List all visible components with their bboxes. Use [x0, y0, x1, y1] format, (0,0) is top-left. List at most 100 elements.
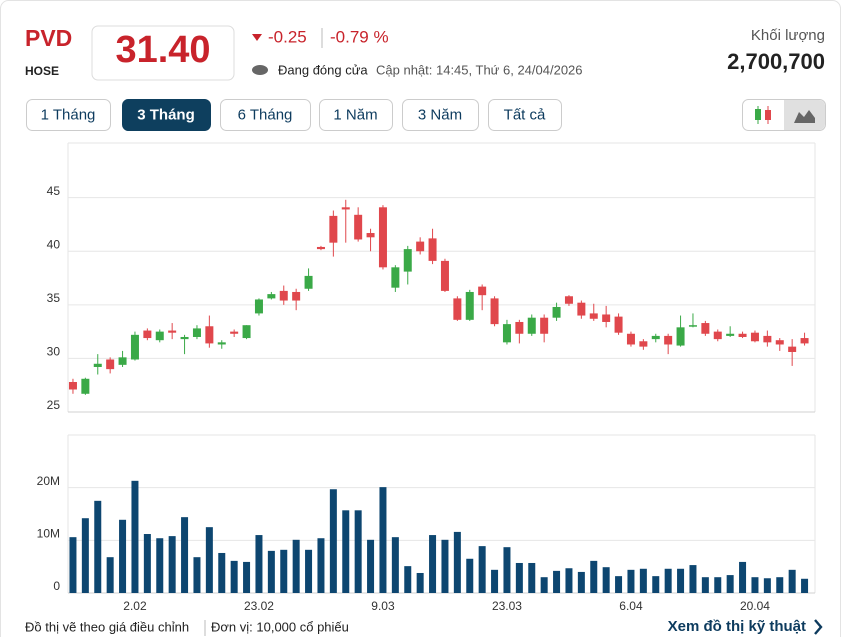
chart-type-toggle[interactable] — [742, 99, 826, 131]
candle-body — [279, 290, 288, 301]
volume-bar — [739, 561, 747, 593]
volume-bar — [342, 510, 350, 593]
volume-bar — [503, 547, 511, 593]
y-tick-label: 45 — [47, 184, 61, 198]
volume-bar — [701, 577, 709, 593]
button-frame — [122, 99, 211, 131]
volume-bar — [801, 578, 809, 593]
volume-bar — [689, 565, 697, 593]
volume-bar — [218, 552, 226, 593]
candle-body — [242, 325, 251, 339]
candle-body — [552, 306, 561, 318]
updated: Cập nhật: 14:45, Thứ 6, 24/04/2026 — [376, 62, 583, 77]
candle-body — [502, 324, 511, 343]
volume-bar — [143, 534, 151, 593]
candle-body — [540, 317, 549, 334]
button-frame — [319, 99, 393, 131]
volume: 2,700,700 — [727, 49, 825, 74]
candle-body — [155, 331, 164, 341]
candle-body — [106, 359, 115, 370]
button-label[interactable]: 3 Năm — [418, 106, 462, 123]
y-tick-label: 20M — [37, 474, 60, 488]
range-button[interactable]: 1 Năm — [319, 99, 393, 131]
candle-body — [701, 323, 710, 334]
volume-bar — [168, 536, 176, 593]
range-button[interactable]: Tất cả — [488, 99, 562, 131]
volume-bar — [119, 519, 127, 593]
range-button[interactable]: 1 Tháng — [26, 99, 111, 131]
volume-bar — [776, 577, 784, 593]
volume-bar — [726, 575, 734, 593]
volume-bar — [553, 570, 561, 593]
volume-bar — [106, 557, 114, 593]
range-button[interactable]: 6 Tháng — [220, 99, 311, 131]
volume-bar — [664, 568, 672, 593]
volume-bar — [193, 557, 201, 593]
volume-bar — [305, 549, 313, 593]
range-button[interactable]: 3 Năm — [402, 99, 479, 131]
volume-bar — [429, 535, 437, 593]
candle-body — [180, 336, 189, 340]
toggle-active — [784, 100, 825, 130]
candle-body — [130, 334, 139, 360]
price: 31.40 — [115, 29, 210, 71]
volume-bar — [540, 577, 548, 593]
candle-body — [453, 298, 462, 320]
change-percent: -0.79 % — [330, 27, 389, 46]
volume-bar — [205, 527, 213, 593]
volume-bar — [367, 539, 375, 593]
volume-bar — [329, 489, 337, 593]
candle-body — [788, 346, 797, 352]
down-arrow — [252, 34, 262, 41]
button-frame — [488, 99, 562, 131]
candle-body — [688, 325, 697, 327]
volume-bar — [317, 538, 325, 593]
volume-bar — [441, 539, 449, 593]
volume-bar — [404, 566, 412, 593]
candle-body — [205, 326, 214, 344]
volume-bar — [763, 578, 771, 593]
y-tick-label: 10M — [37, 527, 60, 541]
candle-body — [478, 286, 487, 296]
volume-bar — [156, 538, 164, 593]
volume-bar — [280, 549, 288, 593]
candle-body — [118, 357, 127, 365]
candle-body — [68, 381, 77, 390]
candle-body — [602, 314, 611, 322]
volume-bar — [615, 576, 623, 593]
candle-body — [403, 249, 412, 272]
candle-body — [726, 333, 735, 336]
volume-bar — [639, 568, 647, 593]
chevron[interactable] — [814, 619, 823, 635]
icon-candle — [765, 110, 771, 120]
volume-bar — [69, 537, 77, 593]
button-label[interactable]: 3 Tháng — [137, 106, 195, 123]
range-button[interactable]: 3 Tháng — [122, 99, 211, 131]
button-label[interactable]: Tất cả — [504, 106, 546, 123]
icon-area — [794, 110, 815, 123]
volume-bar — [491, 569, 499, 593]
candle-body — [639, 341, 648, 347]
candle-body — [651, 335, 660, 340]
volume-bar — [230, 560, 238, 593]
y-tick-label: 30 — [47, 345, 61, 359]
volume-bar — [515, 562, 523, 593]
candle-body — [800, 338, 809, 344]
volume-bar — [714, 577, 722, 593]
candle-body — [378, 207, 387, 268]
volume-bar — [590, 560, 598, 593]
candle-body — [304, 275, 313, 289]
volume-bar — [577, 571, 585, 593]
technical-link[interactable]: Xem đồ thị kỹ thuật — [668, 618, 806, 635]
status: Đang đóng cửa — [278, 62, 368, 77]
volume-bar — [354, 510, 362, 593]
button-label[interactable]: 1 Tháng — [41, 106, 96, 123]
candle-body — [465, 291, 474, 320]
button-label[interactable]: 6 Tháng — [238, 106, 293, 123]
volume-bar — [528, 562, 536, 593]
candle-body — [292, 291, 301, 301]
footer-unit: Đơn vị: 10,000 cổ phiếu — [211, 619, 349, 634]
candle-body — [391, 267, 400, 288]
button-label[interactable]: 1 Năm — [333, 106, 377, 123]
